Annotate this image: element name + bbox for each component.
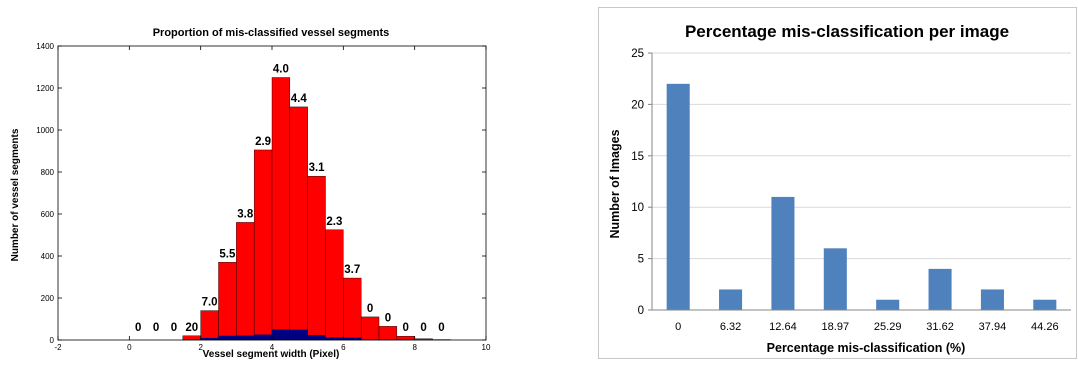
x-tick-label: 6.32 [720,321,741,333]
y-tick-label: 20 [631,99,644,111]
x-tick-label: 25.29 [874,321,902,333]
histogram-vessel-segments: Proportion of mis-classified vessel segm… [0,0,500,360]
y-tick-label: 15 [631,151,644,163]
histogram-svg: Proportion of mis-classified vessel segm… [0,0,500,360]
bar-secondary-series [254,335,272,340]
bar [771,197,794,310]
bar-misclassified-segments [326,230,344,340]
x-tick-label: 0 [127,343,132,352]
data-label: 2.3 [326,216,342,228]
data-label: 0 [438,322,444,334]
data-label: 0 [403,322,409,334]
y-tick-label: 5 [638,254,644,266]
bar [929,269,952,310]
bars-layer [183,78,451,341]
chart-title: Proportion of mis-classified vessel segm… [153,27,390,39]
bar [876,300,899,310]
bar-misclassified-segments [254,150,272,340]
bar-secondary-series [236,336,254,340]
x-axis-label: Vessel segment width (Pixel) [203,349,340,360]
bar-chart-svg: Percentage mis-classification per image … [595,0,1078,360]
data-label: 0 [367,303,373,315]
bar-misclassified-segments [361,317,379,340]
y-tick-label: 800 [41,168,55,177]
y-tick-label: 0 [50,336,55,345]
x-tick-label: 0 [675,321,681,333]
bar [667,84,690,310]
data-label: 0 [135,322,141,334]
bar-misclassified-segments [290,107,308,340]
x-tick-label: 44.26 [1031,321,1059,333]
bar-misclassified-segments [272,78,290,341]
x-tick-label: 6 [341,343,346,352]
x-tick-label: 31.62 [926,321,954,333]
bar [981,289,1004,310]
data-label: 7.0 [202,297,218,309]
bar-misclassified-segments [219,262,237,340]
y-tick-label: 1200 [36,84,54,93]
bar-misclassified-segments [236,222,254,340]
x-tick-label: 8 [412,343,417,352]
data-label: 2.9 [255,136,271,148]
bar [824,248,847,310]
x-tick-label: 12.64 [769,321,797,333]
x-tick-label: 10 [482,343,491,352]
bar-misclassified-segments [183,336,201,340]
data-label: 0 [171,322,177,334]
x-tick-label: 37.94 [979,321,1007,333]
bar-secondary-series [219,336,237,340]
data-label: 5.5 [219,248,236,260]
bar-misclassified-segments [397,336,415,340]
bar [719,289,742,310]
bar-secondary-series [290,330,308,340]
y-tick-label: 600 [41,210,55,219]
bar-misclassified-segments [379,326,397,340]
y-tick-label: 1400 [36,42,54,51]
x-tick-label: 18.97 [822,321,850,333]
x-axis-label: Percentage mis-classification (%) [767,341,966,355]
y-tick-label: 200 [41,294,55,303]
data-label: 0 [420,322,426,334]
chart-title: Percentage mis-classification per image [685,22,1009,41]
y-axis-label: Number of vessel segments [10,128,21,261]
bar-secondary-series [272,330,290,341]
data-label: 4.0 [273,64,289,76]
data-label: 0 [153,322,159,334]
data-label: 3.7 [344,264,360,276]
data-label: 4.4 [291,93,308,105]
bar-chart-per-image: Percentage mis-classification per image … [595,0,1078,360]
bar-misclassified-segments [308,176,326,340]
y-tick-label: 400 [41,252,55,261]
x-tick-label: -2 [54,343,62,352]
bar-misclassified-segments [343,278,361,340]
y-tick-label: 1000 [36,126,54,135]
data-label: 0 [385,312,391,324]
data-label: 3.1 [309,162,326,174]
y-tick-label: 10 [631,202,644,214]
data-label: 3.8 [237,208,254,220]
data-label: 20 [185,322,198,334]
y-tick-label: 25 [631,48,644,60]
y-tick-label: 0 [638,305,644,317]
bar [1033,300,1056,310]
y-axis-label: Number of Images [608,129,622,238]
bar-secondary-series [308,335,326,340]
bar-misclassified-segments [201,311,219,340]
